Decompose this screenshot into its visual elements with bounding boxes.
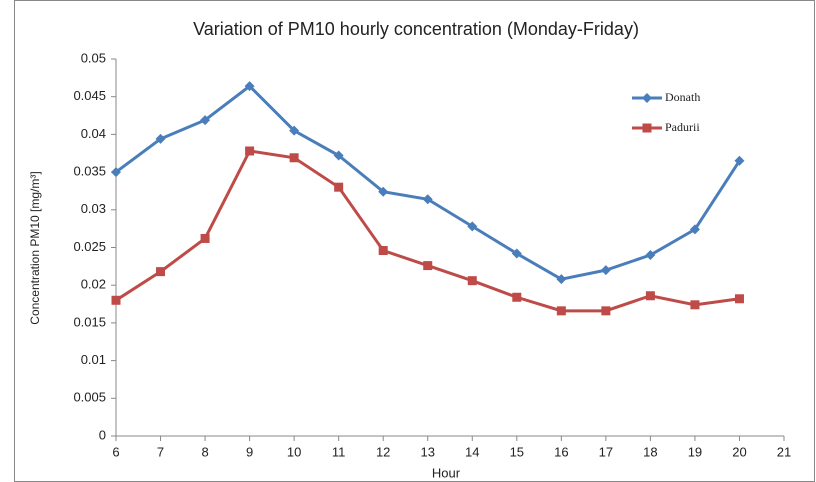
- y-tick-label: 0.005: [73, 390, 106, 405]
- legend-marker: [642, 93, 652, 103]
- marker: [645, 250, 656, 261]
- x-tick-label: 9: [246, 444, 253, 459]
- marker: [289, 153, 299, 163]
- x-tick-label: 15: [510, 444, 524, 459]
- y-tick-label: 0.015: [73, 314, 106, 329]
- marker: [511, 248, 522, 259]
- marker: [601, 306, 611, 316]
- x-tick-label: 21: [777, 444, 791, 459]
- y-tick-label: 0.02: [81, 277, 106, 292]
- y-tick-label: 0.025: [73, 239, 106, 254]
- y-tick-label: 0.05: [81, 50, 106, 65]
- x-tick-label: 10: [287, 444, 301, 459]
- marker: [111, 167, 121, 178]
- marker: [467, 276, 477, 286]
- marker: [512, 292, 522, 302]
- chart-frame: [14, 0, 815, 482]
- y-tick-label: 0.04: [81, 126, 106, 141]
- marker: [467, 221, 478, 232]
- marker: [556, 274, 567, 285]
- marker: [334, 182, 344, 192]
- x-tick-label: 19: [688, 444, 702, 459]
- x-tick-label: 17: [599, 444, 613, 459]
- x-tick-label: 14: [465, 444, 479, 459]
- x-tick-label: 8: [201, 444, 208, 459]
- series-line: [115, 84, 741, 281]
- marker: [734, 155, 745, 166]
- marker: [156, 267, 166, 277]
- x-tick-label: 13: [420, 444, 434, 459]
- y-axis-label: Concentration PM10 [mg/m³]: [28, 171, 42, 324]
- x-tick-label: 11: [332, 444, 346, 459]
- x-tick-label: 6: [112, 444, 119, 459]
- marker: [200, 115, 211, 126]
- marker: [689, 224, 700, 235]
- marker: [423, 261, 433, 271]
- x-tick-label: 20: [732, 444, 746, 459]
- legend-marker: [642, 123, 652, 133]
- x-tick-label: 16: [554, 444, 568, 459]
- marker: [645, 291, 655, 301]
- series-line: [115, 149, 740, 313]
- legend-label: Padurii: [665, 120, 700, 134]
- marker: [378, 186, 389, 197]
- x-tick-label: 12: [376, 444, 390, 459]
- x-tick-label: 7: [157, 444, 164, 459]
- marker: [378, 246, 388, 256]
- marker: [200, 233, 210, 243]
- marker: [333, 150, 344, 161]
- x-axis-label: Hour: [432, 465, 461, 480]
- marker: [244, 81, 255, 92]
- marker: [289, 125, 300, 136]
- legend: Donath Padurii: [632, 90, 700, 134]
- y-tick-label: 0.035: [73, 164, 106, 179]
- marker: [600, 265, 611, 276]
- marker: [111, 295, 121, 305]
- legend-label: Donath: [665, 90, 700, 104]
- marker: [245, 146, 255, 156]
- marker: [155, 133, 166, 144]
- x-tick-label: 18: [643, 444, 657, 459]
- y-tick-label: 0.045: [73, 88, 106, 103]
- marker: [422, 194, 433, 205]
- chart-title: Variation of PM10 hourly concentration (…: [193, 19, 639, 39]
- y-tick-label: 0.01: [81, 352, 106, 367]
- marker: [690, 300, 700, 310]
- marker: [734, 294, 744, 304]
- marker: [556, 306, 566, 316]
- y-tick-label: 0: [99, 427, 106, 442]
- y-tick-label: 0.03: [81, 201, 106, 216]
